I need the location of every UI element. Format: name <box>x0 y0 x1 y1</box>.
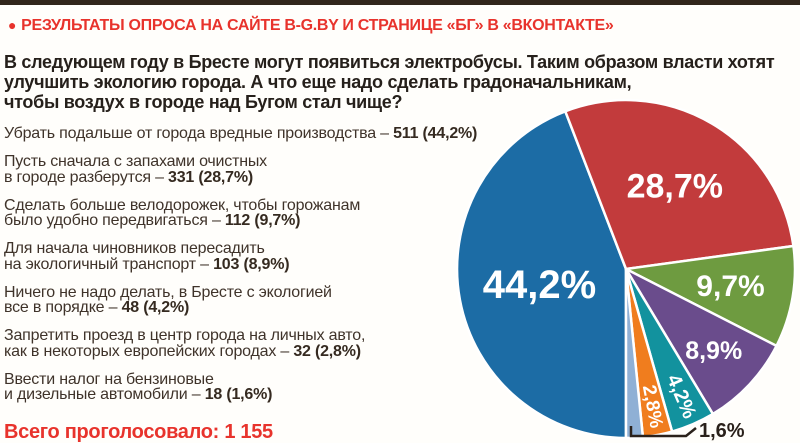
answer-text: было удобно передвигаться – 112 (9,7%) <box>4 212 301 229</box>
pie-slice-label: 4,2% <box>662 371 700 422</box>
pie-slice <box>624 267 674 439</box>
page-title: ● РЕЗУЛЬТАТЫ ОПРОСА НА САЙТЕ B-G.BY И СТР… <box>8 17 614 35</box>
answer-text: как в некоторых европейских городах – 32… <box>4 342 361 360</box>
pie-slice <box>564 98 795 271</box>
answer-item: Для начала чиновников пересадить на эколо… <box>4 241 524 272</box>
answer-text: Сделать больше велодорожек, чтобы горожа… <box>4 196 361 214</box>
answer-item: Убрать подальше от города вредные произв… <box>4 126 524 142</box>
pie-slice <box>624 267 715 433</box>
question-line: В следующем году в Бресте могут появитьс… <box>4 52 775 72</box>
total-votes-label: Всего проголосовало: <box>4 421 220 443</box>
pie-slice-label: 2,8% <box>638 383 667 430</box>
pie-slice <box>624 244 797 348</box>
answer-item: Ввести налог на бензиновые и дизельные ав… <box>4 370 524 403</box>
answer-value: 32 (2,8%) <box>293 342 361 360</box>
answer-value: 48 (4,2%) <box>121 299 190 316</box>
answer-value: 112 (9,7%) <box>224 212 301 229</box>
answer-text: Ничего не надо делать, в Бресте с эколог… <box>4 283 332 301</box>
question-line: чтобы воздух в городе над Бугом стал чищ… <box>4 92 403 112</box>
answer-text: все в порядке – 48 (4,2%) <box>4 299 190 316</box>
page-title-text: РЕЗУЛЬТАТЫ ОПРОСА НА САЙТЕ B-G.BY И СТРА… <box>21 17 614 34</box>
pie-slice-label: 28,7% <box>627 167 723 205</box>
answer-item: Пусть сначала с запахами очистных в город… <box>4 154 524 185</box>
question-line: улучшить экологию города. А что еще надо… <box>4 72 632 92</box>
answer-item: Запретить проезд в центр города на личны… <box>4 328 524 359</box>
answer-text: Запретить проезд в центр города на личны… <box>4 327 366 344</box>
answer-value: 103 (8,9%) <box>213 255 290 273</box>
answer-text: Ввести налог на бензиновые <box>4 370 214 388</box>
answer-text: на экологичный транспорт – 103 (8,9%) <box>4 255 290 273</box>
bullet-icon: ● <box>8 17 17 33</box>
pie-slice-label: 9,7% <box>696 270 764 303</box>
answer-text: Пусть сначала с запахами очистных <box>4 153 267 170</box>
pie-slice-label: 8,9% <box>685 337 742 365</box>
answer-value: 18 (1,6%) <box>204 386 273 403</box>
answer-value: 511 (44,2%) <box>393 125 478 142</box>
answer-item: Сделать больше велодорожек, чтобы горожа… <box>4 196 524 229</box>
callout-label: 1,6% <box>699 420 745 442</box>
callout-line <box>629 426 697 438</box>
answer-value: 331 (28,7%) <box>168 168 253 186</box>
total-votes-value: 1 155 <box>224 421 273 443</box>
answers-list: Убрать подальше от города вредные произв… <box>4 126 524 415</box>
answer-text: Для начала чиновников пересадить <box>4 240 265 257</box>
total-votes: Всего проголосовало: 1 155 <box>4 421 273 443</box>
pie-slice <box>624 267 645 440</box>
survey-question: В следующем году в Бресте могут появитьс… <box>4 52 775 112</box>
top-bar <box>0 0 800 5</box>
answer-item: Ничего не надо делать, в Бресте с эколог… <box>4 283 524 316</box>
answer-text: и дизельные автомобили – 18 (1,6%) <box>4 386 273 403</box>
answer-text: Убрать подальше от города вредные произв… <box>4 125 478 142</box>
pie-slice <box>624 267 778 416</box>
answer-text: в городе разберутся – 331 (28,7%) <box>4 168 253 186</box>
